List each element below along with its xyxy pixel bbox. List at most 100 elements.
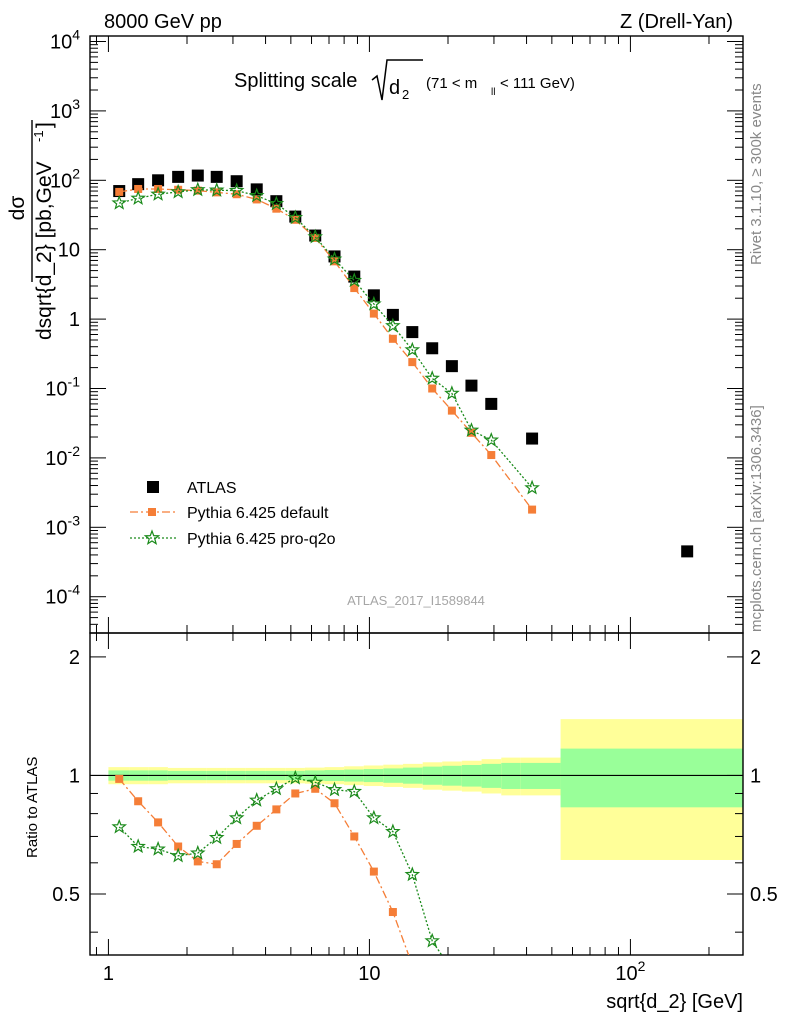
data-point (385, 823, 401, 839)
x-tick-label: 1 (103, 963, 114, 985)
data-point (134, 184, 143, 193)
data-point (291, 789, 300, 798)
main-data (111, 169, 694, 558)
data-point (268, 780, 285, 796)
data-point (307, 228, 324, 244)
main-title-var: d (389, 77, 400, 99)
rivet-label: Rivet 3.1.10, ≥ 300k events (748, 83, 765, 265)
data-point (111, 818, 128, 834)
data-point (130, 190, 146, 205)
data-point (152, 174, 165, 187)
data-point (444, 385, 460, 401)
data-point (232, 839, 241, 848)
data-point (311, 784, 320, 793)
data-point (193, 186, 202, 195)
data-point (191, 169, 204, 182)
data-point (272, 204, 281, 213)
data-point (172, 170, 185, 183)
y-tick-label: 10-4 (45, 582, 80, 609)
data-point (232, 190, 241, 199)
y-tick-label: 102 (50, 165, 80, 192)
data-point (248, 187, 265, 203)
data-point (252, 821, 261, 830)
y-tick-label: 10 (58, 240, 80, 262)
data-point (115, 187, 124, 196)
data-point (346, 783, 363, 799)
mcplots-label: mcplots.cern.ch [arXiv:1306.3436] (748, 405, 765, 632)
data-point (406, 326, 419, 339)
ratio-y-tick-label: 2 (69, 647, 80, 669)
data-point (287, 769, 304, 785)
data-point (174, 185, 183, 194)
data-point (252, 195, 261, 204)
ratio-y-tick-label-right: 2 (750, 647, 761, 669)
main-title-sub: (71 < m (426, 75, 477, 92)
legend: ATLAS Pythia 6.425 default Pythia 6.425 … (130, 480, 336, 548)
data-point (447, 406, 456, 415)
main-axes: 10-4 10-3 10-2 10-1 1 10 102 103 104 (45, 26, 744, 634)
ylabel-exponent: -1 (31, 130, 46, 142)
data-point (528, 505, 537, 514)
y-tick-label: 10-2 (45, 443, 80, 470)
series-line-main (119, 188, 533, 510)
data-point (485, 397, 498, 410)
ylabel-denominator: dsqrt{d_2} [pb,GeV (33, 161, 56, 340)
data-point (426, 342, 439, 355)
data-point (268, 195, 285, 211)
data-point (326, 250, 343, 266)
ylabel-numerator: dσ (6, 196, 29, 221)
data-point (230, 175, 243, 188)
data-point (326, 781, 343, 797)
ratio-y-tick-label-right: 1 (750, 765, 761, 787)
y-tick-label: 1 (69, 309, 80, 331)
main-title-var-sub: 2 (402, 87, 409, 102)
data-point (369, 309, 378, 318)
y-tick-label: 10-3 (45, 512, 80, 539)
data-point (681, 545, 694, 558)
data-point (330, 799, 339, 808)
data-point (404, 341, 421, 357)
data-point (388, 908, 397, 917)
data-point (348, 270, 361, 283)
series-line-ratio (118, 778, 410, 955)
data-point (272, 805, 281, 814)
main-y-axis-label: dσ dsqrt{d_2} [pb,GeV -1 ] (6, 120, 56, 340)
data-point (154, 818, 163, 827)
data-point (307, 774, 324, 790)
series-line-ratio (118, 777, 443, 955)
legend-label-atlas: ATLAS (187, 480, 237, 497)
ylabel-close: ] (33, 122, 56, 128)
data-point (404, 866, 421, 882)
data-point (248, 792, 265, 807)
data-point (228, 182, 245, 198)
data-point (424, 932, 441, 948)
data-point (150, 840, 166, 856)
data-point (287, 209, 304, 225)
data-point (428, 384, 437, 393)
data-point (346, 272, 363, 288)
data-point (193, 857, 202, 866)
data-point (328, 250, 341, 263)
data-point (130, 838, 146, 854)
data-point (208, 181, 225, 197)
data-point (170, 847, 186, 863)
data-point (170, 183, 186, 199)
main-title-sub-idx: ll (491, 87, 495, 98)
data-point (386, 308, 399, 321)
x-tick-label: 102 (615, 958, 645, 985)
x-tick-label: 10 (358, 963, 380, 985)
ratio-axes: 0.5 0.5 1 1 2 2 1 10 102 (52, 632, 778, 985)
data-point (366, 295, 382, 311)
analysis-watermark: ATLAS_2017_I1589844 (347, 593, 485, 608)
sqrt-sign-icon (371, 59, 423, 101)
data-point (150, 186, 166, 201)
y-tick-label: 104 (50, 26, 80, 53)
data-point (526, 432, 539, 445)
data-point (369, 867, 378, 876)
data-point (487, 451, 496, 460)
legend-marker-proq2o (143, 529, 161, 546)
data-point (115, 774, 124, 783)
main-title-text: Splitting scale (234, 70, 357, 92)
data-point (408, 358, 417, 367)
